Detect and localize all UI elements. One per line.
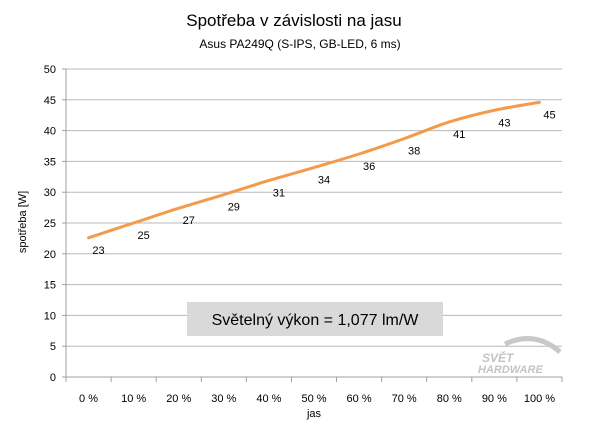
annotation-background: [187, 302, 443, 336]
series-line-group: [87, 100, 541, 240]
annotation-text: Světelný výkon = 1,077 lm/W: [212, 312, 420, 329]
x-tick-label: 70 %: [392, 393, 417, 405]
y-tick-label: 25: [44, 218, 56, 230]
chart-subtitle: Asus PA249Q (S-IPS, GB-LED, 6 ms): [199, 37, 400, 51]
grid-lines: [66, 68, 562, 347]
y-tick-label: 5: [50, 341, 56, 353]
data-label: 29: [228, 202, 240, 214]
series-line: [87, 100, 541, 240]
x-tick-label: 40 %: [256, 393, 281, 405]
y-tick-label: 15: [44, 280, 56, 292]
watermark-line1: SVĚT: [482, 350, 515, 365]
x-tick-label: 90 %: [482, 393, 507, 405]
axes: [62, 68, 563, 382]
watermark-logo: SVĚT HARDWARE: [478, 336, 562, 376]
y-tick-label: 40: [44, 126, 56, 138]
y-axis-label: spotřeba [W]: [17, 191, 29, 253]
x-tick-label: 100 %: [524, 393, 555, 405]
y-tick-label: 50: [44, 64, 56, 76]
y-tick-label: 0: [50, 372, 56, 384]
y-tick-labels: 0 5 10 15 20 25 30 35 40 45 50: [44, 64, 56, 384]
y-tick-label: 45: [44, 95, 56, 107]
y-tick-label: 30: [44, 187, 56, 199]
x-axis-label: jas: [306, 408, 322, 420]
watermark-line2: HARDWARE: [478, 364, 543, 376]
data-label: 41: [453, 129, 465, 141]
data-label: 23: [92, 245, 104, 257]
y-tick-label: 35: [44, 156, 56, 168]
data-label: 27: [183, 215, 195, 227]
x-tick-label: 80 %: [437, 393, 462, 405]
y-tick-label: 10: [44, 310, 56, 322]
chart-title: Spotřeba v závislosti na jasu: [186, 11, 401, 30]
watermark-swoosh-icon: [503, 336, 562, 354]
y-tick-label: 20: [44, 249, 56, 261]
data-labels: 23 25 27 29 31 34 36 38 41 43 45: [92, 109, 555, 257]
x-tick-label: 0 %: [79, 393, 98, 405]
x-tick-label: 10 %: [121, 393, 146, 405]
x-tick-labels: 0 % 10 % 20 % 30 % 40 % 50 % 60 % 70 % 80 % 90 % 1…: [79, 393, 555, 405]
x-tick-label: 30 %: [211, 393, 236, 405]
x-tick-label: 50 %: [301, 393, 326, 405]
annotation-box: Světelný výkon = 1,077 lm/W: [187, 302, 443, 336]
data-label: 31: [273, 187, 285, 199]
data-label: 43: [498, 117, 510, 129]
data-label: 45: [543, 109, 555, 121]
data-label: 25: [138, 230, 150, 242]
data-label: 38: [408, 146, 420, 158]
data-label: 34: [318, 175, 330, 187]
x-tick-label: 60 %: [347, 393, 372, 405]
data-label: 36: [363, 161, 375, 173]
x-tick-label: 20 %: [166, 393, 191, 405]
